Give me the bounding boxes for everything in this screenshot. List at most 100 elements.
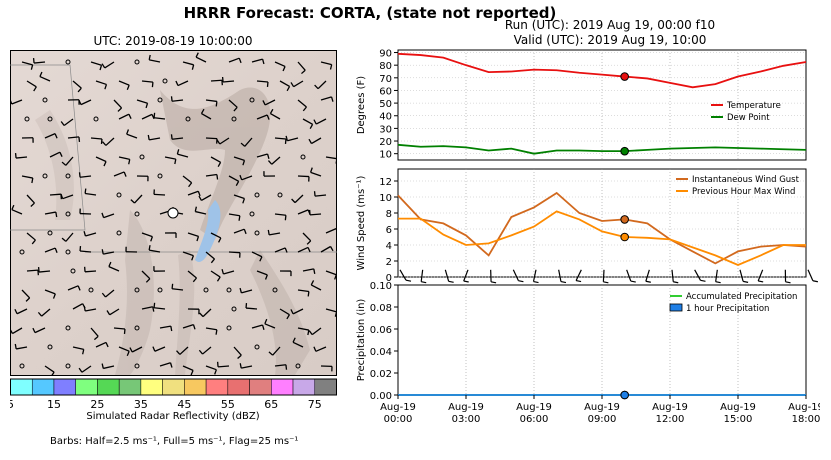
colorbar-cell xyxy=(75,378,98,396)
wind-barb-staff xyxy=(325,156,337,160)
wind-barb-staff xyxy=(113,171,125,177)
y-tick-label: 70 xyxy=(379,74,392,85)
colorbar-ticks: 5 15 25 35 45 55 65 75 xyxy=(10,398,322,411)
colorbar-tick-label: 55 xyxy=(221,398,235,411)
wind-barb-flag xyxy=(239,363,242,369)
wind-barb-flag xyxy=(198,349,204,355)
wind-barb-flag xyxy=(329,64,333,70)
colorbar-cell xyxy=(118,378,142,396)
calm-wind-circle xyxy=(134,325,140,331)
wind-barb-staff xyxy=(463,269,469,282)
wind-barb-staff xyxy=(297,327,309,331)
wind-barb-flag xyxy=(285,364,288,370)
wind-barb-staff xyxy=(118,80,130,86)
colorbar-cell xyxy=(10,378,33,396)
wind-barb-staff xyxy=(103,213,115,219)
series-line xyxy=(397,191,807,265)
wind-barb-staff xyxy=(315,118,327,125)
wind-barb-staff xyxy=(444,269,450,282)
wind-barb-flag xyxy=(329,246,334,252)
wind-barb-staff xyxy=(182,61,194,66)
wind-barb-flag xyxy=(14,308,18,315)
wind-barb-staff xyxy=(210,156,221,163)
wind-barb-flag xyxy=(240,142,246,147)
colorbar-tick-label: 45 xyxy=(177,398,191,411)
colorbar-cell xyxy=(205,378,229,396)
wind-barb-flag xyxy=(101,212,105,218)
y-tick-label: 30 xyxy=(379,124,392,135)
x-tick-label-time: 00:00 xyxy=(384,414,413,425)
wind-barb-flag xyxy=(10,99,13,105)
calm-wind-circle xyxy=(134,59,140,65)
wind-barb-flag xyxy=(267,160,273,165)
wind-barb-flag xyxy=(645,280,651,283)
wind-barb-staff xyxy=(141,80,154,83)
wind-barb-staff xyxy=(141,232,153,238)
wind-barb-flag xyxy=(310,280,315,286)
x-tick-label-time: 03:00 xyxy=(452,414,481,425)
wind-barb-staff xyxy=(302,232,312,242)
wind-barb-staff xyxy=(205,327,217,331)
wind-barb-staff xyxy=(187,270,197,279)
wind-barb-staff xyxy=(44,211,56,215)
y-tick-label: 4 xyxy=(386,241,392,252)
wind-barb-flag xyxy=(82,349,85,355)
calm-wind-circle xyxy=(65,249,71,255)
calm-wind-circle xyxy=(88,287,94,293)
wind-barb-flag xyxy=(334,274,337,280)
wind-barb-staff xyxy=(320,245,331,253)
wind-barb-flag xyxy=(126,350,130,357)
wind-barb-staff xyxy=(72,80,82,89)
wind-barb-staff xyxy=(807,269,814,282)
wind-barb-flag xyxy=(216,174,219,180)
wind-barb-flag xyxy=(217,162,222,168)
wind-barb-flag xyxy=(262,59,265,65)
wind-barb-staff xyxy=(325,228,337,234)
calm-wind-circle xyxy=(162,78,168,84)
calm-wind-circle xyxy=(254,230,260,236)
wind-barb-flag xyxy=(235,180,240,186)
wind-barb-flag xyxy=(78,367,83,373)
wind-barb-flag xyxy=(221,269,225,275)
wind-barb-staff xyxy=(171,288,184,291)
calm-wind-circle xyxy=(47,230,53,236)
wind-barb-flag xyxy=(284,215,287,221)
calm-wind-circle xyxy=(19,249,25,255)
wind-barb-staff xyxy=(325,308,337,313)
colorbar-cell xyxy=(53,378,76,396)
wind-barb-staff xyxy=(420,269,424,282)
wind-barb-flag xyxy=(32,327,36,333)
wind-barb-staff xyxy=(90,61,102,66)
x-tick-label-date: Aug-19 xyxy=(516,402,552,413)
wind-barb-flag xyxy=(291,198,296,204)
wind-barb-flag xyxy=(262,100,266,106)
wind-barb-flag xyxy=(30,64,34,70)
x-tick-label-time: 15:00 xyxy=(724,414,753,425)
wind-barb-flag xyxy=(314,84,319,90)
wind-barb-flag xyxy=(31,239,36,245)
wind-barb-staff xyxy=(210,270,221,278)
wind-barb-flag xyxy=(673,281,679,284)
current-hour-marker xyxy=(620,146,629,156)
wind-barb-flag xyxy=(310,167,313,173)
wind-barb-flag xyxy=(55,211,58,218)
series-line xyxy=(397,52,807,89)
wind-barb-flag xyxy=(190,370,194,376)
wind-barb-flag xyxy=(758,280,764,283)
wind-barb-staff xyxy=(182,365,194,371)
wind-barb-staff xyxy=(205,365,217,371)
wind-barb-flag xyxy=(210,258,216,264)
wind-barb-flag xyxy=(306,240,312,245)
wind-barb-flag xyxy=(153,302,156,308)
wind-barb-flag xyxy=(812,280,818,283)
y-tick-label: 0.04 xyxy=(370,347,392,358)
wind-barb-flag xyxy=(290,82,295,88)
wind-barb-flag xyxy=(575,279,582,283)
wind-barb-staff xyxy=(315,346,327,352)
wind-barb-flag xyxy=(308,138,313,144)
wind-barb-staff xyxy=(201,194,212,201)
calm-wind-circle xyxy=(65,325,71,331)
wind-barb-flag xyxy=(284,247,288,253)
colorbar-cell xyxy=(31,378,55,396)
wind-barb-staff xyxy=(256,153,268,158)
